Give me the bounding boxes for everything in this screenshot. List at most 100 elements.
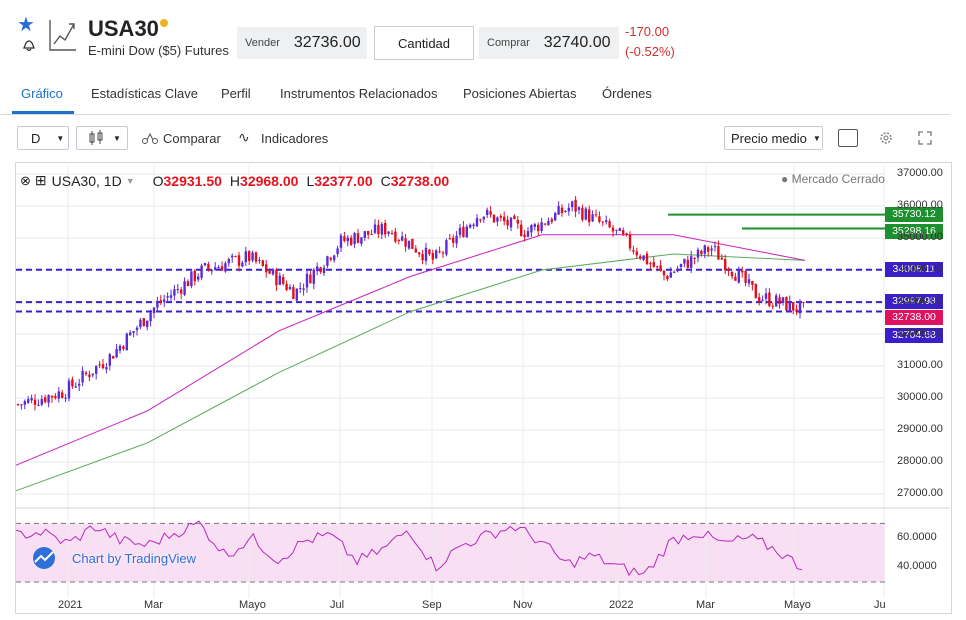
candle-body (584, 208, 587, 220)
candle-body (635, 251, 638, 256)
candle-body (237, 255, 241, 266)
candle-body (683, 258, 686, 264)
candle-body (282, 276, 285, 284)
x-tick-label: Sep (422, 599, 442, 611)
candle-body (390, 233, 394, 235)
candle-body (169, 295, 173, 298)
candle-body (720, 257, 723, 260)
candle-body (292, 287, 295, 300)
y-tick-label: 29000.00 (897, 423, 943, 435)
candle-body (149, 312, 152, 322)
candle-body (577, 207, 581, 210)
candle-body (360, 237, 363, 244)
toggle-checkbox[interactable] (838, 129, 858, 147)
candle-body (139, 319, 142, 328)
candle-body (764, 293, 768, 299)
candle-body (452, 237, 455, 243)
candle-body (275, 269, 278, 286)
tab-instrumentos[interactable]: Instrumentos Relacionados (280, 86, 438, 101)
candle-body (424, 247, 428, 261)
candle-body (792, 302, 795, 311)
chart-area[interactable] (15, 162, 952, 614)
chevron-down-icon[interactable]: ▼ (125, 175, 135, 186)
candle-body (639, 256, 642, 259)
candle-body (319, 267, 322, 273)
candle-body (608, 221, 611, 228)
candle-body (299, 287, 302, 289)
candle-body (346, 237, 349, 242)
tab-posiciones[interactable]: Posiciones Abiertas (463, 86, 577, 101)
buy-button[interactable]: Comprar 32740.00 (479, 27, 619, 59)
compare-button[interactable]: Comparar (163, 131, 221, 146)
candle-body (802, 302, 805, 304)
candle-body (183, 281, 186, 295)
candle-body (115, 348, 118, 358)
candle-body (509, 217, 513, 228)
candle-body (186, 281, 190, 287)
x-tick-label: Mayo (239, 599, 266, 611)
tab-ordenes[interactable]: Órdenes (602, 86, 652, 101)
candle-body (703, 245, 706, 254)
candle-body (248, 251, 251, 261)
candle-body (33, 399, 37, 405)
candle-body (231, 255, 234, 258)
candle-body (288, 287, 292, 290)
market-status-text: Mercado Cerrado (791, 172, 885, 186)
quantity-input[interactable]: Cantidad (374, 26, 474, 60)
candle-body (309, 274, 312, 284)
candle-body (737, 270, 740, 283)
price-type-value: Precio medio (731, 130, 807, 146)
candle-body (108, 354, 111, 366)
price-type-select[interactable]: Precio medio ▼ (724, 126, 823, 150)
candle-body (564, 211, 567, 213)
candle-body (214, 267, 217, 271)
candle-body (295, 288, 298, 301)
candle-body (754, 284, 757, 299)
expand-icon[interactable]: ⊞ (34, 172, 47, 188)
tab-grafico[interactable]: Gráfico (21, 86, 63, 101)
candle-body (717, 246, 720, 260)
candle-body (146, 320, 149, 327)
candle-body (91, 373, 94, 376)
candle-body (730, 271, 734, 277)
chart-icon[interactable] (48, 16, 78, 52)
candle-body (652, 261, 655, 267)
candle-body (367, 230, 370, 235)
compare-icon[interactable] (141, 131, 159, 145)
symbol-title: USA30 (88, 16, 159, 41)
candle-body (47, 395, 50, 403)
candle-body (758, 297, 761, 302)
star-icon[interactable]: ★ (17, 14, 35, 36)
chart-type-select[interactable]: ▼ (76, 126, 128, 150)
interval-select[interactable]: D ▼ (17, 126, 69, 150)
gear-icon[interactable] (878, 130, 894, 146)
candle-body (448, 238, 451, 240)
high-label: H (229, 172, 241, 189)
candle-body (271, 269, 275, 275)
candle-body (227, 259, 230, 264)
indicators-icon[interactable]: ∿ (238, 129, 250, 145)
candle-body (554, 213, 557, 221)
collapse-icon[interactable]: ⊗ (20, 172, 31, 188)
tab-estadisticas[interactable]: Estadísticas Clave (91, 86, 198, 101)
candle-body (418, 252, 421, 255)
tradingview-watermark[interactable]: Chart by TradingView (30, 546, 196, 570)
price-change: -170.00 (-0.52%) (625, 22, 675, 62)
indicators-button[interactable]: Indicadores (261, 131, 329, 146)
candle-body (421, 253, 424, 261)
candle-body (543, 223, 547, 225)
candle-body (618, 228, 621, 231)
candle-body (700, 250, 703, 255)
candle-body (710, 248, 713, 251)
tab-perfil[interactable]: Perfil (221, 86, 251, 101)
legend-symbol: USA30, 1D (51, 172, 122, 189)
candle-body (329, 257, 332, 260)
sell-button[interactable]: Vender 32736.00 (237, 27, 367, 59)
candle-body (265, 264, 268, 273)
bell-icon[interactable] (20, 36, 38, 54)
fullscreen-icon[interactable] (918, 131, 932, 145)
candle-body (343, 236, 346, 241)
candle-body (499, 216, 502, 218)
candle-body (407, 240, 411, 249)
candle-body (61, 392, 64, 398)
